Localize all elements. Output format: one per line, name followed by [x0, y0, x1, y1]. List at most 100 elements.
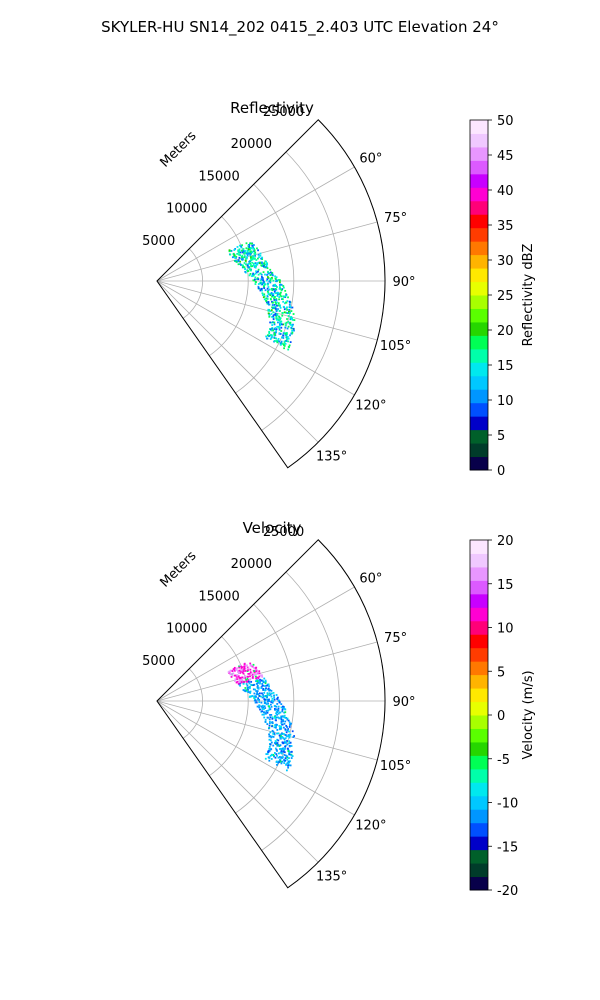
echo-cell	[246, 690, 249, 693]
echo-cell	[241, 676, 244, 679]
echo-cell	[251, 261, 254, 264]
echo-cell	[254, 272, 257, 275]
echo-cell	[284, 289, 287, 292]
echo-cell	[288, 753, 291, 756]
echo-cell	[260, 276, 263, 278]
colorbar-tick-label: 35	[497, 219, 514, 234]
echo-cell	[273, 716, 276, 719]
echo-cell	[276, 304, 278, 307]
echo-cell	[233, 255, 236, 257]
echo-cell	[290, 310, 293, 312]
echo-cell	[274, 724, 277, 727]
echo-cell	[289, 311, 291, 314]
echo-cell	[268, 288, 271, 291]
echo-cell	[269, 716, 272, 719]
echo-cell	[270, 692, 273, 695]
echo-cell	[266, 298, 269, 300]
echo-cell	[289, 305, 291, 308]
echo-cell	[261, 679, 264, 682]
echo-cell	[239, 677, 242, 680]
echo-cell	[261, 292, 264, 295]
echo-cell	[238, 665, 240, 668]
echo-cell	[259, 254, 262, 257]
echo-cell	[275, 308, 277, 311]
echo-cell	[249, 662, 252, 665]
echo-cell	[277, 756, 280, 759]
echo-cell	[282, 707, 284, 710]
echo-cell	[277, 752, 280, 755]
azimuth-tick-label: 75°	[384, 631, 407, 646]
echo-cell	[271, 300, 273, 303]
range-ring	[209, 216, 249, 357]
echo-cell	[280, 748, 283, 750]
echo-cell	[271, 697, 274, 700]
echo-cell	[271, 754, 274, 757]
echo-cell	[288, 300, 291, 303]
echo-cell	[287, 340, 290, 343]
echo-cell	[264, 266, 267, 269]
echo-cell	[261, 256, 264, 259]
echo-cell	[244, 260, 247, 262]
azimuth-gridline	[156, 221, 378, 282]
colorbar-swatch	[470, 715, 488, 729]
echo-cell	[290, 745, 293, 747]
echo-cell	[283, 705, 285, 708]
echo-cell	[263, 716, 266, 719]
echo-cell	[250, 672, 253, 674]
echo-cell	[233, 679, 236, 682]
colorbar-swatch	[470, 173, 488, 188]
echo-cell	[264, 757, 267, 760]
echo-cell	[282, 737, 285, 740]
echo-cell	[290, 757, 293, 759]
echo-cell	[241, 251, 244, 254]
echo-cell	[262, 285, 265, 288]
echo-cell	[229, 669, 232, 672]
echo-cell	[259, 252, 262, 255]
echo-cell	[289, 334, 291, 337]
echo-cell	[251, 244, 254, 247]
echo-cell	[292, 736, 295, 738]
echo-cell	[267, 702, 270, 705]
echo-cell	[263, 695, 266, 698]
colorbar-swatch	[470, 728, 488, 743]
echo-cell	[275, 316, 278, 319]
echo-cell	[281, 298, 284, 301]
echo-cell	[273, 732, 276, 735]
echo-cell	[246, 256, 248, 258]
echo-cell	[282, 332, 285, 335]
echo-cell	[285, 334, 288, 337]
echo-cell	[281, 342, 283, 345]
echo-cell	[253, 667, 256, 670]
echo-cell	[242, 682, 245, 685]
colorbar-swatch	[470, 321, 488, 336]
echo-cell	[261, 696, 264, 699]
echo-cell	[283, 341, 286, 344]
echo-cell	[262, 711, 265, 714]
echo-cell	[288, 312, 290, 315]
echo-cell	[266, 302, 269, 305]
colorbar-swatch	[470, 362, 488, 377]
echo-cell	[286, 318, 288, 320]
colorbar-swatch	[470, 348, 488, 363]
azimuth-tick-label: 105°	[380, 339, 411, 354]
echo-cell	[254, 251, 257, 254]
echo-cell	[240, 246, 243, 249]
echo-cell	[279, 342, 282, 345]
colorbar-swatch	[470, 768, 488, 783]
echo-cell	[291, 325, 294, 328]
colorbar-swatch	[470, 389, 488, 404]
echo-cell	[242, 677, 245, 680]
echo-cell	[260, 264, 263, 267]
echo-cell	[282, 343, 285, 346]
echo-cell	[292, 327, 295, 330]
echo-cell	[276, 301, 278, 304]
echo-cell	[256, 680, 259, 683]
echo-cell	[257, 697, 260, 700]
echo-cell	[260, 679, 263, 682]
echo-cell	[234, 669, 236, 672]
echo-cell	[253, 265, 256, 268]
echo-cell	[285, 301, 287, 304]
echo-cell	[264, 702, 267, 705]
echo-cell	[280, 706, 283, 709]
echo-cell	[252, 247, 254, 250]
